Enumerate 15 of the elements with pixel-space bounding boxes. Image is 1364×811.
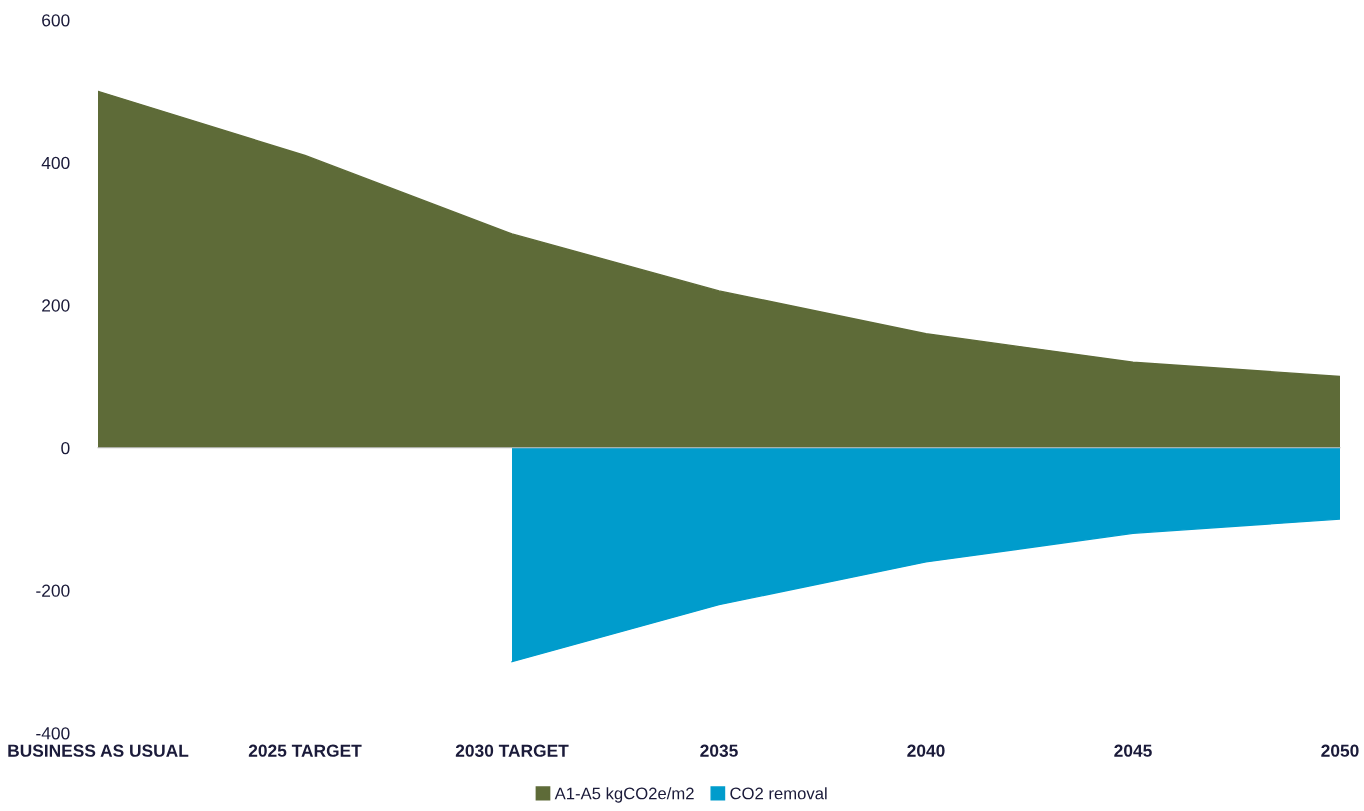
x-tick-label: 2045 [1114,744,1152,757]
x-tick-label: 2025 TARGET [248,744,362,757]
legend-label: CO2 removal [730,787,827,800]
y-tick-label: -400 [36,727,70,740]
x-tick-label: BUSINESS AS USUAL [8,744,189,757]
y-tick-label: -200 [36,584,70,597]
x-tick-label: 2035 [700,744,738,757]
x-tick-label: 2030 TARGET [455,744,569,757]
y-tick-label: 400 [41,156,70,170]
y-tick-label: 600 [42,14,70,27]
y-tick-label: 0 [61,441,70,455]
x-tick-label: 2050 [1321,744,1359,757]
x-tick-label: 2040 [907,744,945,757]
y-tick-label: 200 [42,299,70,312]
legend-label: A1-A5 kgCO2e/m2 [554,787,694,803]
